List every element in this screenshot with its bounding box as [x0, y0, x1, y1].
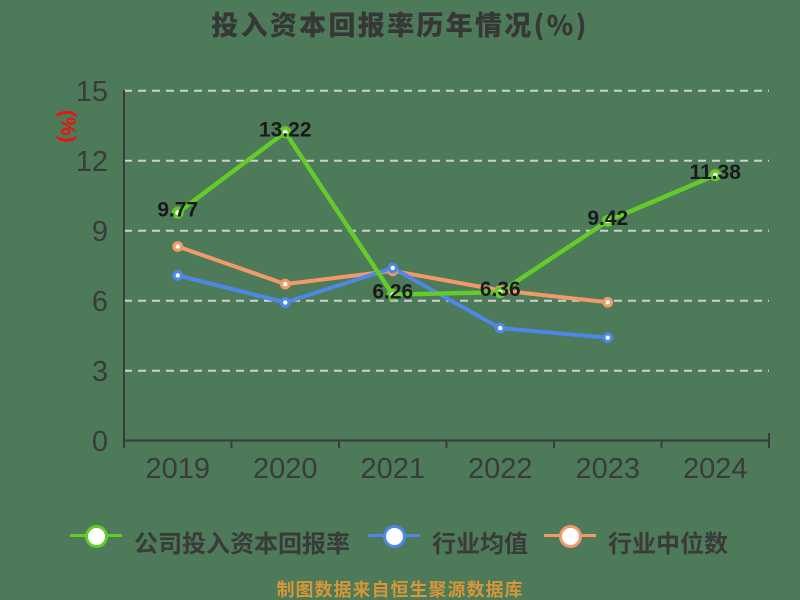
svg-text:9: 9 — [92, 216, 108, 248]
svg-text:3: 3 — [92, 356, 108, 388]
svg-text:9.77: 9.77 — [157, 199, 198, 222]
svg-text:2023: 2023 — [575, 453, 640, 485]
svg-text:2024: 2024 — [683, 453, 748, 485]
svg-text:15: 15 — [76, 76, 108, 108]
svg-text:2019: 2019 — [145, 453, 210, 485]
svg-text:0: 0 — [92, 426, 108, 458]
svg-text:2022: 2022 — [468, 453, 533, 485]
svg-text:13.22: 13.22 — [259, 118, 312, 141]
svg-text:12: 12 — [76, 146, 108, 178]
svg-text:6.26: 6.26 — [372, 281, 413, 304]
svg-text:11.38: 11.38 — [690, 161, 742, 184]
svg-text:2021: 2021 — [360, 453, 425, 485]
svg-text:2020: 2020 — [253, 453, 318, 485]
svg-text:6: 6 — [92, 286, 108, 318]
svg-text:9.42: 9.42 — [587, 207, 628, 230]
svg-text:6.36: 6.36 — [480, 278, 521, 301]
